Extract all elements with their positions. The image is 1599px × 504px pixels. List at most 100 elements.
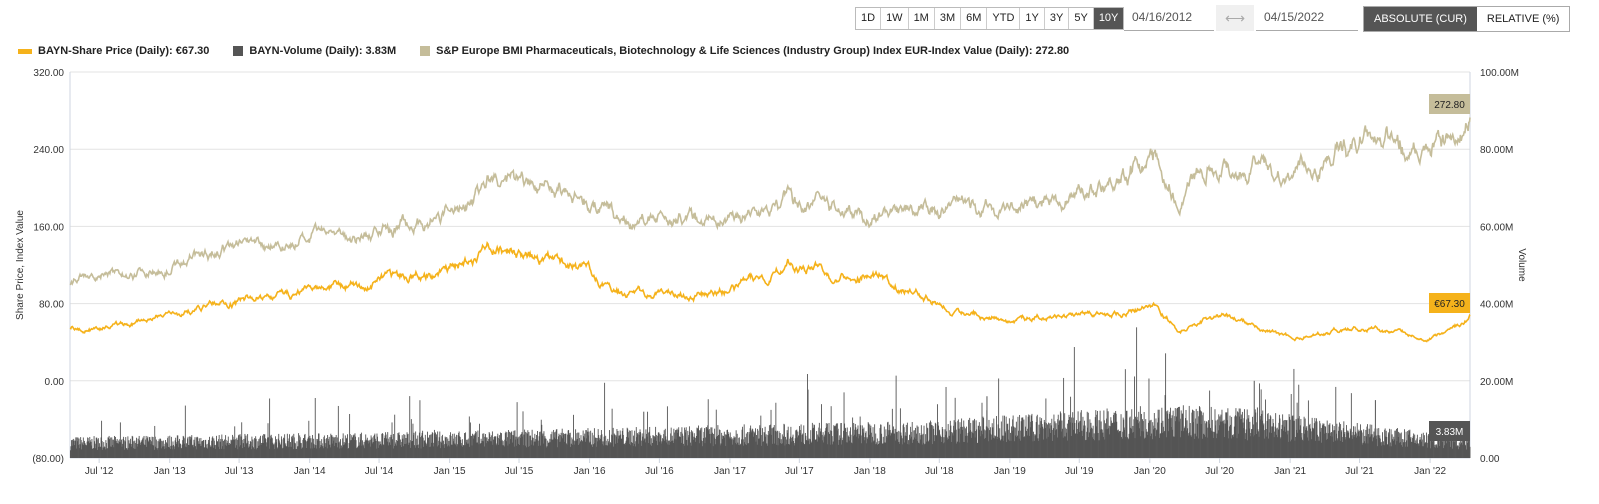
volume-bar [133,448,135,458]
range-button-3m[interactable]: 3M [935,8,962,29]
x-tick-label: Jan '19 [994,466,1026,477]
volume-bar [926,427,928,458]
swap-dates-icon[interactable]: ⟷ [1216,5,1254,31]
legend-item[interactable]: S&P Europe BMI Pharmaceuticals, Biotechn… [420,45,1069,57]
range-button-ytd[interactable]: YTD [987,8,1021,29]
volume-bar [646,433,647,458]
volume-bar [396,440,398,458]
volume-bar [248,447,250,458]
volume-bar [168,447,170,458]
volume-bar [630,445,632,458]
volume-bar [881,433,883,458]
volume-bar [1403,439,1405,458]
volume-bar [907,444,909,458]
volume-bar [1371,434,1373,458]
volume-bar [219,441,221,458]
volume-bar [578,432,580,458]
volume-bar [1129,417,1131,458]
volume-bar [694,438,696,458]
legend-item[interactable]: BAYN-Volume (Daily): 3.83M [233,45,396,57]
volume-bar [1384,429,1386,458]
legend-item[interactable]: BAYN-Share Price (Daily): €67.30 [18,45,209,57]
volume-bar [124,449,126,458]
volume-bar [1256,407,1258,458]
volume-bar [490,435,492,458]
volume-bar [253,449,255,458]
volume-bar [90,441,92,458]
volume-bar [884,442,886,458]
volume-bar [1196,423,1198,458]
volume-bar [1057,419,1059,458]
volume-bar [863,427,865,458]
range-button-3y[interactable]: 3Y [1045,8,1070,29]
volume-bar [335,435,337,458]
range-button-1m[interactable]: 1M [909,8,935,29]
volume-bar [309,448,311,458]
volume-bar [331,435,333,458]
volume-bar [571,439,573,458]
volume-bar [670,427,672,458]
volume-bar [657,432,659,458]
volume-bar [1037,440,1039,458]
volume-bar [528,432,530,458]
volume-bar [1107,429,1109,458]
volume-bar [778,437,779,458]
volume-bar [217,441,218,458]
volume-bar [904,442,906,458]
range-button-10y[interactable]: 10Y [1093,8,1124,29]
range-button-1y[interactable]: 1Y [1020,8,1045,29]
volume-bar [718,435,720,458]
volume-bar [338,448,340,458]
volume-bar [1066,432,1068,458]
volume-bar [775,402,777,458]
volume-bar [770,409,772,458]
volume-bar [189,436,191,458]
volume-bar [725,445,727,458]
range-button-1w[interactable]: 1W [881,8,909,29]
left-tick-label: 160.00 [33,222,64,233]
volume-bar [369,442,370,458]
range-button-1d[interactable]: 1D [856,8,882,29]
volume-bar [1070,396,1072,458]
volume-bar [1418,443,1419,458]
volume-bar [85,444,86,458]
volume-bar [663,430,665,458]
volume-bar [1000,440,1002,458]
volume-bar [797,431,799,458]
volume-bar [969,417,971,458]
range-button-6m[interactable]: 6M [961,8,988,29]
volume-bar [183,436,185,458]
volume-bar [325,443,327,458]
volume-bar [119,422,121,458]
volume-bar [900,432,902,458]
volume-bar [615,436,617,458]
volume-bar [1048,423,1050,458]
end-date-input[interactable]: 04/15/2022 [1256,5,1358,31]
volume-bar [295,448,297,458]
volume-bar [1429,440,1431,458]
volume-bar [503,445,505,458]
volume-bar [802,442,804,458]
start-date-input[interactable]: 04/16/2012 [1124,5,1214,31]
mode-button-1[interactable]: RELATIVE (%) [1486,13,1560,25]
volume-bar [938,431,940,458]
volume-bar [687,437,689,458]
volume-bar [1086,411,1088,458]
volume-bar [356,447,358,458]
volume-bar [1259,383,1260,458]
volume-bar [773,425,775,458]
volume-bar [887,421,889,458]
volume-bar [711,427,713,458]
volume-bar [812,427,814,458]
volume-bar [243,446,245,458]
volume-bar [1466,449,1468,458]
volume-bar [314,447,316,458]
volume-bar [949,420,951,458]
mode-button-0[interactable]: ABSOLUTE (CUR) [1364,7,1477,31]
range-button-5y[interactable]: 5Y [1069,8,1094,29]
volume-bar [1076,420,1077,458]
volume-bar [322,446,324,458]
volume-bar [348,443,350,458]
volume-bar [1130,428,1132,458]
volume-bar [1190,435,1192,458]
